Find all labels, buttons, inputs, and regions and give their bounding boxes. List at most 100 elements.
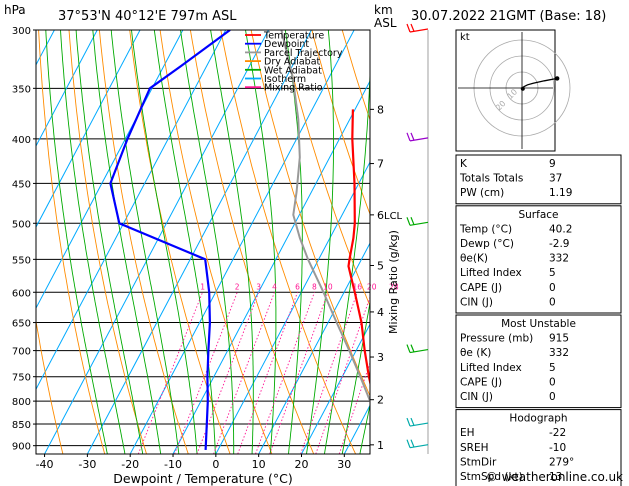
most-unstable-block-row-label: θe (K): [460, 347, 491, 359]
hodograph-block-row-value: 279°: [549, 456, 574, 468]
wet-adiabat-line: [359, 403, 370, 454]
pressure-tick-label: 650: [12, 319, 31, 330]
indices-table: K 9 Totals Totals 37 PW (cm) 1.19 Surface Temp …: [455, 154, 622, 486]
wet-adiabat-line: [180, 30, 235, 454]
indices-block-row-label: K: [460, 158, 468, 170]
pressure-tick-label: 300: [12, 26, 31, 37]
most-unstable-block-row-value: 332: [549, 347, 569, 359]
isotherm-line: [44, 30, 269, 454]
mixing-ratio-label: 4: [272, 282, 277, 291]
temperature-tick-label: 30: [337, 458, 351, 471]
hodograph-block-row-value: -22: [549, 427, 566, 439]
wet-adiabat-line: [306, 30, 334, 454]
dry-adiabat-line: [311, 30, 370, 216]
legend-entry-label: Temperature: [263, 31, 324, 42]
wind-barb-flag: [410, 344, 415, 353]
parcel-trajectory-curve: [280, 30, 370, 404]
legend-entry-label: Dry Adiabat: [264, 57, 321, 68]
dry-adiabat-line: [98, 30, 189, 454]
wet-adiabat-line: [110, 30, 180, 454]
most-unstable-block-row-label: CAPE (J): [460, 376, 502, 388]
wind-barb-flag: [406, 344, 411, 353]
height-tick-label: 6: [377, 209, 384, 222]
surface-block-row-value: 0: [549, 282, 556, 294]
isotherm-line: [36, 30, 141, 229]
most-unstable-block-row-value: 5: [549, 362, 556, 374]
most-unstable-block-row-value: 915: [549, 333, 569, 345]
wind-barb-flag: [410, 417, 415, 426]
pressure-tick-label: 350: [12, 84, 31, 95]
wind-barb: [406, 439, 429, 449]
wet-adiabat-line: [131, 30, 198, 454]
dry-adiabat-line: [38, 30, 106, 454]
temperature-tick-label: 20: [294, 458, 308, 471]
surface-block-row-label: Dewp (°C): [460, 238, 514, 250]
wind-barb-flag: [410, 23, 415, 32]
mixing-ratio-line: [269, 292, 329, 454]
height-axis: 8 7 6 5 4 3 2 1 LCL: [369, 30, 403, 454]
most-unstable-block-row-label: CIN (J): [460, 391, 493, 403]
pressure-tick-label: 850: [12, 420, 31, 431]
hodograph-block-row-value: -10: [549, 442, 566, 454]
wind-barb: [406, 132, 429, 142]
lcl-label: LCL: [384, 211, 403, 222]
height-tick-label: 1: [377, 439, 384, 452]
temperature-tick-label: -20: [121, 458, 139, 471]
mixing-ratio-label: 1: [200, 282, 205, 291]
dry-adiabat-line: [159, 30, 273, 454]
dry-adiabat-line: [129, 30, 231, 454]
surface-block-row-label: CIN (J): [460, 296, 493, 308]
surface-block-row-label: Temp (°C): [459, 223, 512, 235]
wind-barb: [406, 417, 429, 427]
hodograph-block-row-label: StmDir: [460, 456, 497, 468]
height-tick-label: 5: [377, 259, 384, 272]
most-unstable-block-row-value: 0: [549, 391, 556, 403]
isotherm-line: [129, 30, 355, 454]
wind-barb: [406, 23, 429, 33]
height-tick-label: 4: [377, 306, 384, 319]
datetime-title: 30.07.2022 21GMT (Base: 18): [411, 9, 606, 24]
isotherm-line: [36, 30, 227, 391]
pressure-tick-label: 550: [12, 255, 31, 266]
hodograph-block-row-value: 13: [549, 471, 562, 483]
mixing-ratio-line: [137, 292, 203, 454]
most-unstable-block-row-label: Pressure (mb): [460, 333, 533, 345]
dry-adiabat-line: [250, 30, 370, 397]
wind-barb-shaft: [409, 137, 429, 142]
mixing-ratio-label: 20: [367, 282, 377, 291]
dry-adiabat-line: [36, 318, 64, 454]
wind-barb-flag: [406, 132, 411, 142]
wet-adiabat-line: [153, 30, 216, 454]
surface-block-row-label: θe(K): [460, 253, 488, 265]
most-unstable-block-title: Most Unstable: [501, 318, 576, 330]
legend-entry-label: Dewpoint: [264, 39, 309, 50]
isotherm-line: [36, 30, 98, 147]
mixing-ratio-label: 28: [389, 282, 399, 291]
hodograph-block-frame: [455, 409, 622, 486]
copyright-label: © weatheronline.co.uk: [486, 470, 623, 484]
hodograph-block-row-label: StmSpd (kt): [460, 471, 523, 483]
legend-entry-label: Wet Adiabat: [264, 65, 322, 76]
most-unstable-block-row-value: 0: [549, 376, 556, 388]
isotherm-line: [301, 323, 370, 454]
wet-adiabat-line: [75, 30, 144, 454]
pressure-tick-label: 600: [12, 288, 31, 299]
pressure-tick-label: 750: [12, 373, 31, 384]
indices-block-row-label: PW (cm): [460, 187, 504, 199]
wind-barb-flag: [410, 217, 415, 225]
dewpoint-curve: [109, 30, 231, 450]
temperature-tick-label: 0: [212, 458, 219, 471]
mixing-ratio-line: [255, 292, 315, 454]
wet-adiabat-line: [45, 30, 108, 454]
mixing-ratio-line: [315, 295, 370, 454]
mixing-ratio-axis-label: Mixing Ratio (g/kg): [387, 230, 400, 334]
indices-block-frame: [455, 154, 622, 205]
height-tick-label: 8: [377, 103, 384, 116]
temperature-tick-label: 10: [252, 458, 266, 471]
wet-adiabat-line: [341, 300, 370, 454]
wet-adiabat-line: [323, 57, 370, 454]
legend-entry-label: Isotherm: [264, 74, 306, 85]
